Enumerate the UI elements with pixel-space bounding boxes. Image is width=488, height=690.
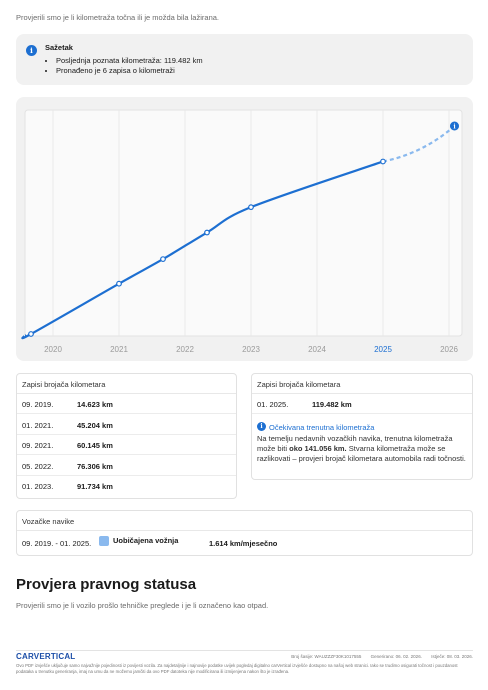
x-tick-label: 2023	[242, 345, 260, 354]
summary-title: Sažetak	[45, 43, 73, 52]
expected-text-post: Stvarna kilometraža može se razlikovati …	[257, 444, 466, 463]
habits-row: 09. 2019. - 01. 2025. Uobičajena vožnja …	[17, 531, 472, 555]
record-km: 91.734 km	[77, 482, 113, 491]
table-row: 09. 2019. 14.623 km	[17, 394, 236, 414]
habits-period: 09. 2019. - 01. 2025.	[22, 539, 92, 548]
records-title: Zapisi brojača kilometara	[252, 374, 472, 394]
expiry-date: Istječe: 08. 03. 2026.	[431, 654, 473, 659]
data-point	[28, 331, 34, 337]
summary-bullet: Pronađeno je 6 zapisa o kilometraži	[56, 66, 203, 76]
record-date: 09. 2021.	[22, 441, 54, 450]
projection-info-icon	[450, 121, 459, 131]
data-point	[380, 158, 386, 165]
habits-label-wrap: Uobičajena vožnja	[99, 536, 179, 547]
carvertical-logo: CARVERTICAL	[16, 652, 76, 661]
legal-status-subtitle: Provjerili smo je li vozilo prošlo tehni…	[16, 601, 269, 610]
habits-label: Uobičajena vožnja	[113, 536, 179, 545]
records-title: Zapisi brojača kilometara	[17, 374, 236, 394]
data-point	[248, 204, 254, 211]
habits-title: Vozačke navike	[17, 511, 472, 531]
info-icon: i	[257, 422, 266, 431]
habits-value: 1.614 km/mjesečno	[209, 539, 278, 548]
record-date: 05. 2022.	[22, 461, 54, 471]
projection-info-glyph: i	[453, 123, 456, 130]
records-table-left: Zapisi brojača kilometara 09. 2019. 14.62…	[16, 373, 237, 499]
summary-list: Posljednja poznata kilometraža: 119.482 …	[56, 56, 203, 76]
summary-card: i Sažetak Posljednja poznata kilometraža…	[16, 34, 473, 85]
projection-line	[382, 125, 456, 163]
data-point	[204, 229, 210, 236]
x-tick-label: 2026	[440, 345, 458, 354]
footer-meta: Broj šasije: WAUZZZF30K1017555 Generiran…	[283, 654, 473, 659]
plot-area	[24, 109, 463, 337]
records-table-right: Zapisi brojača kilometara 01. 2025. 119.…	[251, 373, 473, 480]
record-km: 119.482 km	[312, 400, 352, 409]
table-row: 05. 2022. 76.306 km	[17, 456, 236, 476]
record-date: 01. 2021.	[22, 420, 54, 430]
x-tick-label: 2021	[110, 345, 128, 354]
data-point	[116, 280, 122, 287]
table-row: 01. 2023. 91.734 km	[17, 476, 236, 496]
record-km: 14.623 km	[77, 400, 113, 409]
x-tick-label: 2022	[176, 345, 194, 354]
table-row: 09. 2021. 60.145 km	[17, 435, 236, 455]
record-date: 01. 2025.	[257, 400, 289, 409]
legal-status-title: Provjera pravnog statusa	[16, 576, 197, 593]
intro-text: Provjerili smo je li kilometraža točna i…	[16, 13, 219, 22]
record-km: 76.306 km	[77, 461, 113, 471]
table-row: 01. 2021. 45.204 km	[17, 415, 236, 435]
expected-mileage-text: Na temelju nedavnih vozačkih navika, tre…	[257, 434, 469, 464]
expected-mileage-title: Očekivana trenutna kilometraža	[269, 423, 375, 432]
info-icon: i	[26, 45, 37, 56]
record-date: 01. 2023.	[22, 482, 54, 491]
x-tick-label: 2025	[374, 345, 392, 354]
record-date: 09. 2019.	[22, 400, 54, 409]
x-tick-label: 2024	[308, 345, 326, 354]
footer-disclaimer: Ovo PDF izvješće uključuje samo najvažni…	[16, 663, 458, 674]
x-tick-label: 2020	[44, 345, 62, 354]
driving-habits: Vozačke navike 09. 2019. - 01. 2025. Uob…	[16, 510, 473, 556]
record-km: 60.145 km	[77, 441, 113, 450]
generated-date: Generirano: 06. 02. 2026.	[370, 654, 422, 659]
habit-swatch	[99, 536, 109, 547]
expected-text-pre: Na temelju nedavnih vozačkih navika, tre…	[257, 434, 453, 453]
expected-value: oko 141.056 km.	[289, 444, 347, 453]
report-number: Broj šasije: WAUZZZF30K1017555	[291, 654, 362, 659]
mileage-chart: 2020 2021 2022 2023 2024 2025 2026 i	[16, 97, 473, 361]
table-row: 01. 2025. 119.482 km	[252, 394, 472, 414]
mileage-chart-svg: 2020 2021 2022 2023 2024 2025 2026 i	[21, 109, 463, 354]
record-km: 45.204 km	[77, 420, 113, 430]
summary-bullet: Posljednja poznata kilometraža: 119.482 …	[56, 56, 203, 66]
data-point	[160, 256, 166, 263]
footer-divider	[16, 650, 473, 651]
